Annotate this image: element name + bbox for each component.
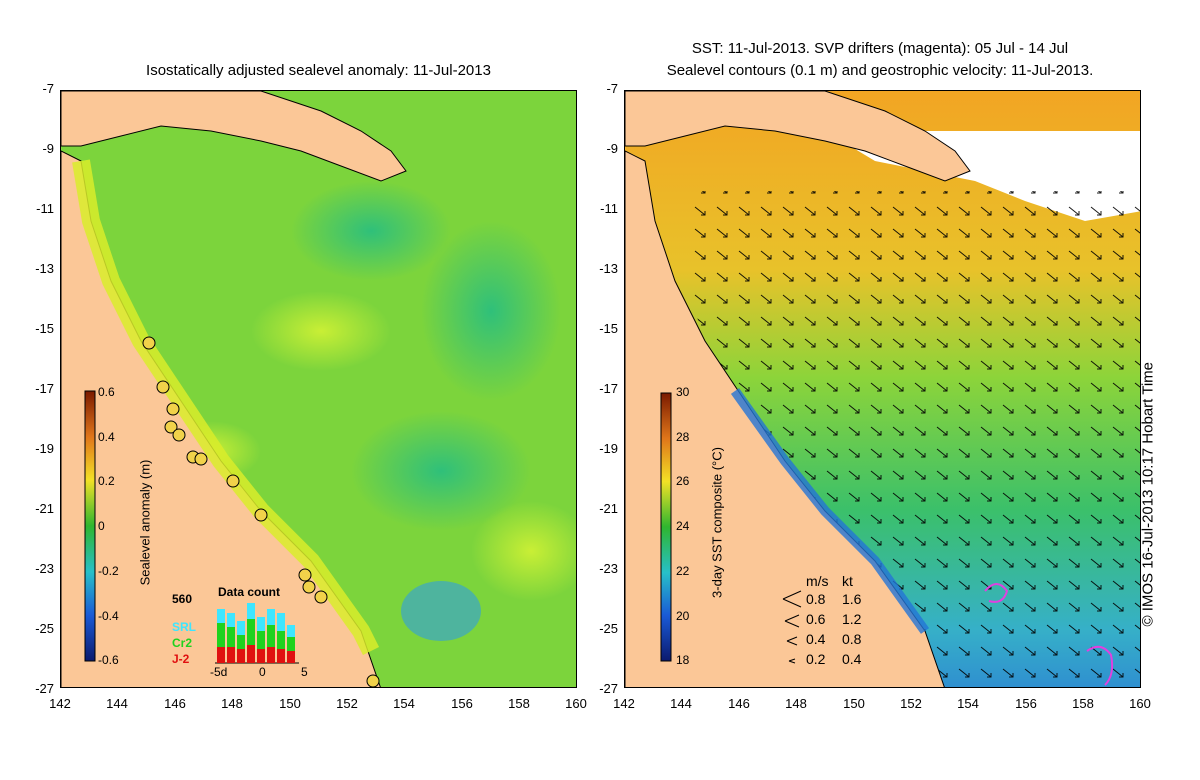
cb-tick: 0.6 xyxy=(98,385,115,399)
cb-tick: 22 xyxy=(676,564,690,578)
x-tick: 142 xyxy=(49,696,71,711)
cb-tick: -0.4 xyxy=(98,609,119,623)
velocity-key-ms: 0.4 xyxy=(806,631,826,647)
sealevel-colorbar-label: Sealevel anomaly (m) xyxy=(137,459,153,586)
cb-tick: 20 xyxy=(676,609,690,623)
velocity-key-kt: 1.6 xyxy=(842,591,862,607)
y-tick: -25 xyxy=(599,621,618,636)
right-map-title-line1: SST: 11-Jul-2013. SVP drifters (magenta)… xyxy=(691,40,1069,57)
x-tick: 156 xyxy=(1015,696,1037,711)
sst-colorbar xyxy=(660,392,672,662)
velocity-key-kt: 0.8 xyxy=(842,631,862,647)
x-tick: 144 xyxy=(670,696,692,711)
x-tick: 150 xyxy=(843,696,865,711)
sealevel-anomaly-map-graphic xyxy=(61,91,576,687)
y-tick: -15 xyxy=(35,321,54,336)
y-tick: -15 xyxy=(599,321,618,336)
y-tick: -23 xyxy=(35,561,54,576)
cb-tick: 0 xyxy=(98,519,105,533)
cb-tick: 26 xyxy=(676,474,690,488)
y-tick: -23 xyxy=(599,561,618,576)
cb-tick: 30 xyxy=(676,385,690,399)
x-tick: 142 xyxy=(613,696,635,711)
x-tick: 146 xyxy=(164,696,186,711)
hist-tick-neg5: -5d xyxy=(210,665,228,679)
data-count-histogram xyxy=(215,603,299,664)
cb-tick: 0.4 xyxy=(98,430,115,444)
sealevel-anomaly-map xyxy=(60,90,577,688)
velocity-key-header-ms: m/s xyxy=(806,573,829,589)
y-tick: -13 xyxy=(35,261,54,276)
legend-cr2: Cr2 xyxy=(172,636,193,650)
cb-tick: -0.2 xyxy=(98,564,119,578)
imos-credit: © IMOS 16-Jul-2013 10:17 Hobart Time xyxy=(1139,361,1157,627)
y-tick: -7 xyxy=(42,81,54,96)
x-tick: 160 xyxy=(565,696,587,711)
velocity-key-header-kt: kt xyxy=(842,573,853,589)
sst-colorbar-label: 3-day SST composite (°C) xyxy=(709,447,725,598)
y-tick: -19 xyxy=(35,441,54,456)
y-tick: -11 xyxy=(36,201,54,216)
x-tick: 158 xyxy=(1072,696,1094,711)
cb-tick: 24 xyxy=(676,519,690,533)
legend-j2: J-2 xyxy=(172,652,190,666)
x-tick: 152 xyxy=(900,696,922,711)
x-tick: 148 xyxy=(221,696,243,711)
velocity-key-ms: 0.2 xyxy=(806,651,826,667)
y-tick: -27 xyxy=(35,681,54,696)
x-tick: 154 xyxy=(393,696,415,711)
x-tick: 146 xyxy=(728,696,750,711)
cb-tick: -0.6 xyxy=(98,653,119,667)
y-tick: -9 xyxy=(42,141,54,156)
sst-map xyxy=(624,90,1141,688)
x-tick: 156 xyxy=(451,696,473,711)
y-tick: -7 xyxy=(606,81,618,96)
y-tick: -21 xyxy=(35,501,54,516)
sst-map-graphic xyxy=(625,91,1140,687)
y-tick: -9 xyxy=(606,141,618,156)
cb-tick: 28 xyxy=(676,430,690,444)
x-tick: 160 xyxy=(1129,696,1151,711)
cb-tick: 18 xyxy=(676,653,690,667)
velocity-key-arrows xyxy=(782,590,802,664)
data-count-title: Data count xyxy=(218,585,281,599)
y-tick: -19 xyxy=(599,441,618,456)
right-map-title-line2: Sealevel contours (0.1 m) and geostrophi… xyxy=(666,62,1094,79)
y-tick: -13 xyxy=(599,261,618,276)
x-tick: 148 xyxy=(785,696,807,711)
x-tick: 150 xyxy=(279,696,301,711)
hist-tick-5: 5 xyxy=(301,665,308,679)
y-tick: -27 xyxy=(599,681,618,696)
y-tick: -11 xyxy=(600,201,618,216)
y-tick: -25 xyxy=(35,621,54,636)
x-tick: 144 xyxy=(106,696,128,711)
velocity-key-kt: 1.2 xyxy=(842,611,862,627)
sealevel-colorbar xyxy=(84,390,96,662)
x-tick: 154 xyxy=(957,696,979,711)
hist-tick-0: 0 xyxy=(259,665,266,679)
x-tick: 158 xyxy=(508,696,530,711)
legend-srl: SRL xyxy=(172,620,196,634)
velocity-key-kt: 0.4 xyxy=(842,651,862,667)
y-tick: -17 xyxy=(35,381,54,396)
data-count-number: 560 xyxy=(172,592,193,606)
y-tick: -21 xyxy=(599,501,618,516)
x-tick: 152 xyxy=(336,696,358,711)
y-tick: -17 xyxy=(599,381,618,396)
left-map-title: Isostatically adjusted sealevel anomaly:… xyxy=(146,62,491,79)
cb-tick: 0.2 xyxy=(98,474,115,488)
velocity-key-ms: 0.8 xyxy=(806,591,826,607)
velocity-key-ms: 0.6 xyxy=(806,611,826,627)
